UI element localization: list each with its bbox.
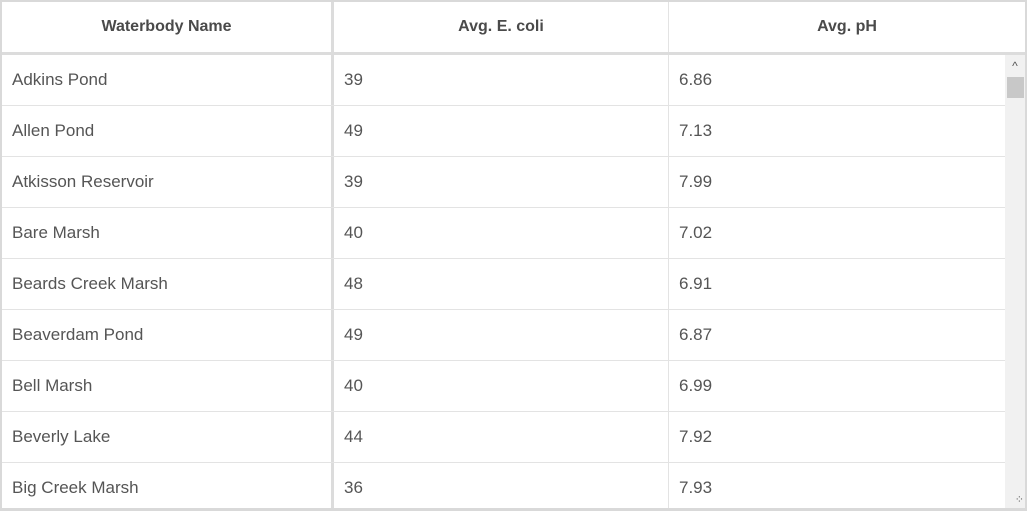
cell-avg-ph: 7.13 — [679, 121, 713, 140]
cell-waterbody-name: Beards Creek Marsh — [2, 259, 334, 309]
table-row[interactable]: Adkins Pond 39 6.86 — [2, 55, 1005, 106]
cell-avg-e-coli: 48 — [334, 259, 669, 309]
column-header-waterbody-name[interactable]: Waterbody Name — [2, 2, 334, 52]
cell-avg-ph: 7.02 — [679, 223, 713, 242]
cell-avg-e-coli: 49 — [334, 310, 669, 360]
cell-avg-e-coli: 39 — [334, 157, 669, 207]
cell-avg-ph: 7.99 — [679, 172, 713, 191]
column-header-avg-ph[interactable]: Avg. pH — [817, 18, 877, 35]
column-header-avg-e-coli[interactable]: Avg. E. coli — [334, 2, 669, 52]
cell-avg-ph: 7.92 — [679, 427, 713, 446]
cell-avg-ph: 6.99 — [679, 376, 713, 395]
cell-avg-e-coli: 40 — [334, 208, 669, 258]
vertical-scrollbar[interactable]: ^ ⁘ — [1005, 55, 1025, 508]
table-row[interactable]: Beaverdam Pond 49 6.87 — [2, 310, 1005, 361]
cell-avg-ph: 6.91 — [679, 274, 713, 293]
cell-waterbody-name: Bare Marsh — [2, 208, 334, 258]
table-header: Waterbody Name Avg. E. coli Avg. pH — [2, 2, 1025, 55]
table-row[interactable]: Beards Creek Marsh 48 6.91 — [2, 259, 1005, 310]
cell-waterbody-name: Allen Pond — [2, 106, 334, 156]
table-row[interactable]: Bell Marsh 40 6.99 — [2, 361, 1005, 412]
table-row[interactable]: Allen Pond 49 7.13 — [2, 106, 1005, 157]
cell-avg-e-coli: 36 — [334, 463, 669, 508]
cell-waterbody-name: Beverly Lake — [2, 412, 334, 462]
cell-waterbody-name: Beaverdam Pond — [2, 310, 334, 360]
table-row[interactable]: Bare Marsh 40 7.02 — [2, 208, 1005, 259]
table-row[interactable]: Beverly Lake 44 7.92 — [2, 412, 1005, 463]
cell-avg-e-coli: 49 — [334, 106, 669, 156]
cell-avg-ph: 6.86 — [679, 70, 713, 89]
table-row[interactable]: Atkisson Reservoir 39 7.99 — [2, 157, 1005, 208]
cell-avg-e-coli: 39 — [334, 55, 669, 105]
cell-avg-ph: 6.87 — [679, 325, 713, 344]
table-row[interactable]: Big Creek Marsh 36 7.93 — [2, 463, 1005, 508]
resize-grip-icon[interactable]: ⁘ — [1014, 494, 1024, 506]
cell-avg-e-coli: 40 — [334, 361, 669, 411]
cell-waterbody-name: Bell Marsh — [2, 361, 334, 411]
cell-avg-e-coli: 44 — [334, 412, 669, 462]
table-body: Adkins Pond 39 6.86 Allen Pond 49 7.13 Atkisso… — [2, 55, 1005, 508]
cell-avg-ph: 7.93 — [679, 478, 713, 497]
cell-waterbody-name: Big Creek Marsh — [2, 463, 334, 508]
cell-waterbody-name: Atkisson Reservoir — [2, 157, 334, 207]
cell-waterbody-name: Adkins Pond — [2, 55, 334, 105]
chevron-up-icon[interactable]: ^ — [1012, 59, 1018, 73]
scrollbar-thumb[interactable] — [1007, 77, 1024, 98]
